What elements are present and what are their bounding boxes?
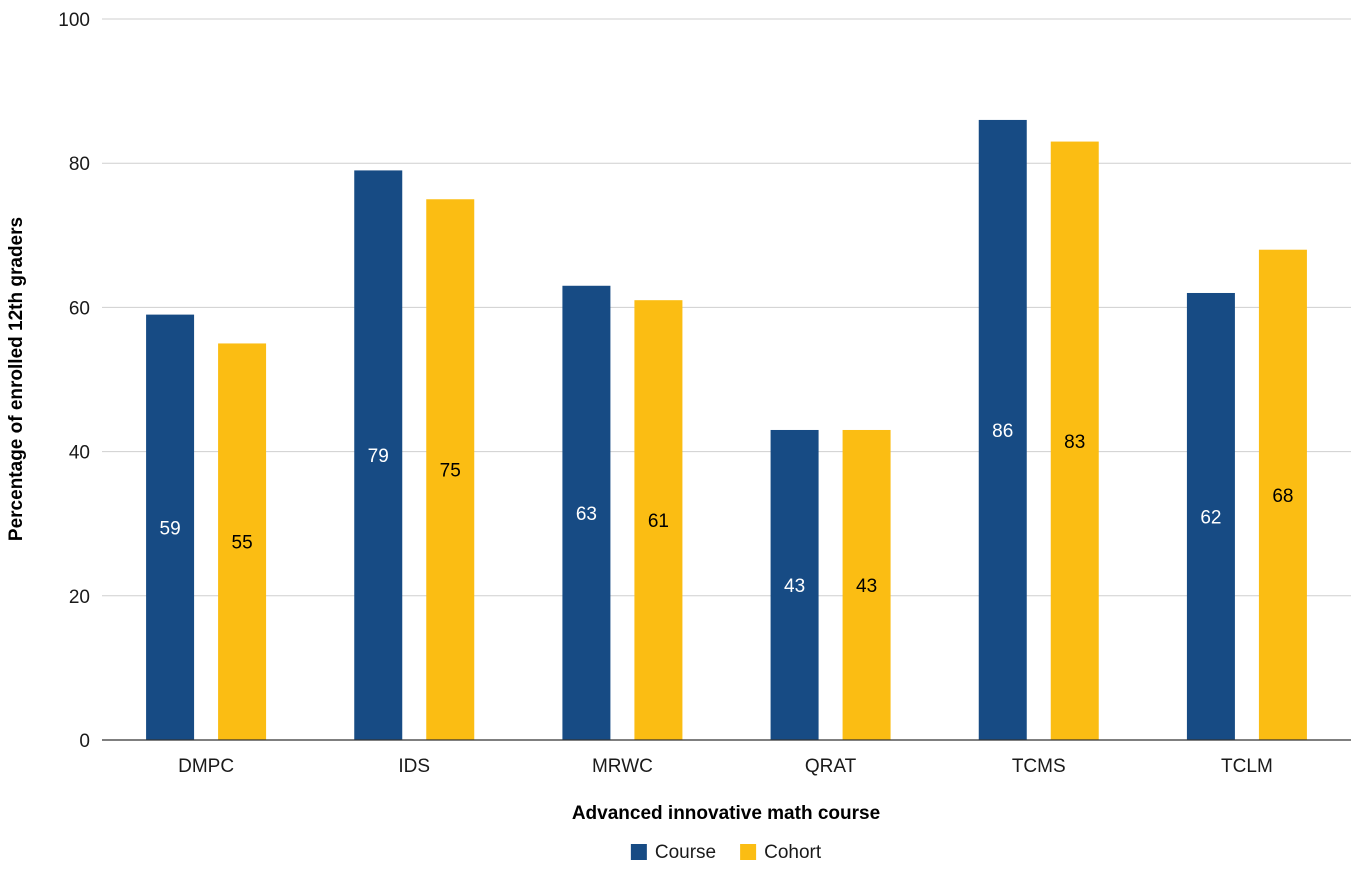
gridlines [102, 19, 1351, 596]
y-tick-label: 100 [58, 10, 90, 31]
data-label: 79 [368, 446, 389, 467]
y-axis-ticks: 0 20 40 60 80 100 [58, 10, 90, 752]
y-tick-label: 40 [69, 443, 90, 464]
data-label: 62 [1200, 507, 1221, 528]
x-tick-label: IDS [398, 756, 430, 777]
data-label: 86 [992, 421, 1013, 442]
data-label: 55 [232, 533, 253, 554]
data-label: 43 [856, 576, 877, 597]
data-label: 68 [1272, 486, 1293, 507]
x-tick-label: MRWC [592, 756, 653, 777]
legend-label: Course [655, 842, 716, 863]
legend-swatch-course [631, 844, 647, 860]
x-tick-label: DMPC [178, 756, 234, 777]
data-label: 61 [648, 511, 669, 532]
x-tick-label: QRAT [805, 756, 857, 777]
y-axis-title: Percentage of enrolled 12th graders [6, 217, 27, 541]
x-axis-ticks: DMPC IDS MRWC QRAT TCMS TCLM [178, 756, 1273, 777]
data-label: 43 [784, 576, 805, 597]
bars [146, 120, 1307, 740]
legend-label: Cohort [764, 842, 822, 863]
y-tick-label: 20 [69, 587, 90, 608]
legend-swatch-cohort [740, 844, 756, 860]
y-tick-label: 60 [69, 298, 90, 319]
data-label: 63 [576, 504, 597, 525]
data-label: 83 [1064, 432, 1085, 453]
y-tick-label: 0 [79, 731, 90, 752]
x-tick-label: TCLM [1221, 756, 1273, 777]
data-label: 75 [440, 461, 461, 482]
x-axis-title: Advanced innovative math course [572, 803, 880, 824]
y-tick-label: 80 [69, 154, 90, 175]
legend: Course Cohort [631, 842, 822, 863]
data-label: 59 [160, 518, 181, 539]
bar-labels: 59 55 79 75 63 61 43 43 86 83 62 68 [160, 421, 1294, 597]
x-tick-label: TCMS [1012, 756, 1066, 777]
